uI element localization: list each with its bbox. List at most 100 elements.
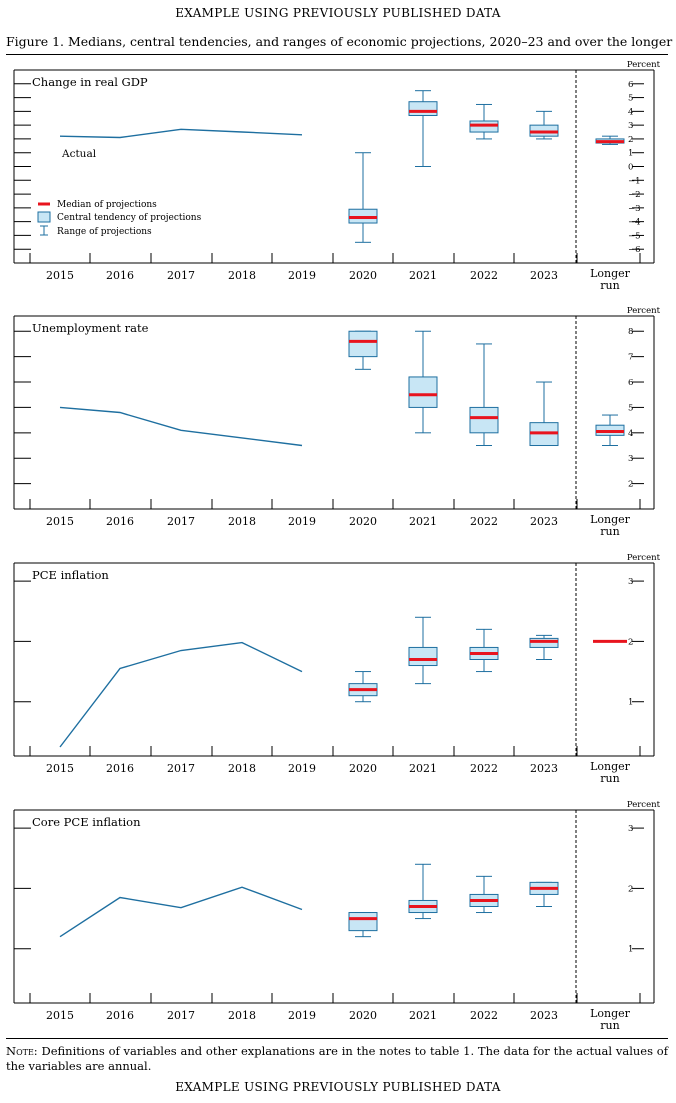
x-tick-label: 2020 (349, 762, 377, 775)
chart-svg: Percent Change in real GDP 6 5 4 3 2 1 0 −1 −2 −3 −4… (13, 60, 661, 292)
note-label: Note: (6, 1044, 38, 1058)
x-tick-label: 2021 (409, 762, 437, 775)
figure-note: Note: Definitions of variables and other… (6, 1044, 668, 1074)
projection-2021 (408, 90, 438, 167)
x-tick-label: 2015 (46, 1009, 74, 1022)
x-tick-label: 2021 (409, 269, 437, 282)
x-tick-label: 2018 (228, 1009, 256, 1022)
central-tendency-box (408, 646, 438, 667)
bottom-rule (6, 1038, 668, 1039)
x-tick-label: Longer (590, 1007, 631, 1020)
x-tick-label: 2018 (228, 762, 256, 775)
projection-2021 (408, 863, 438, 920)
chart-panel-pce-inflation: Percent PCE inflation 3 2 1 2015 2016 2017 2018 2… (0, 551, 676, 785)
central-tendency-box (408, 376, 438, 408)
projection-longer-run (595, 135, 625, 145)
central-tendency-box (348, 912, 378, 932)
x-tick-label: 2023 (530, 762, 558, 775)
x-tick-label: run (600, 525, 619, 536)
x-tick-label: 2020 (349, 1009, 377, 1022)
projection-2023 (529, 110, 559, 140)
y-tick-label: −6 (628, 245, 641, 255)
x-tick-label: 2022 (470, 269, 498, 282)
x-tick-label: 2018 (228, 515, 256, 528)
y-tick-label: 2 (628, 480, 633, 490)
projection-2022 (469, 103, 499, 140)
chart-panel-core-pce-inflation: Percent Core PCE inflation 3 2 1 2015 2016 2017… (0, 798, 676, 1032)
x-tick-label: 2016 (106, 515, 134, 528)
y-tick-label: 3 (628, 121, 633, 131)
projection-longer-run (595, 414, 625, 447)
y-tick-label: 6 (628, 80, 633, 90)
x-tick-label: 2015 (46, 762, 74, 775)
chart-svg: Percent Core PCE inflation 3 2 1 2015 2016 2017… (13, 800, 661, 1032)
x-tick-label: 2020 (349, 515, 377, 528)
legend: Median of projections Central tendency of… (37, 200, 202, 237)
x-tick-label: run (600, 772, 619, 783)
y-tick-label: 4 (628, 429, 633, 439)
x-tick-label: 2017 (167, 515, 195, 528)
x-tick-label: 2015 (46, 515, 74, 528)
x-tick-label: 2017 (167, 269, 195, 282)
x-tick-label: 2022 (470, 1009, 498, 1022)
note-text: Definitions of variables and other expla… (6, 1044, 668, 1073)
x-tick-label: 2021 (409, 1009, 437, 1022)
top-rule (6, 54, 668, 55)
figure-title: Figure 1. Medians, central tendencies, a… (6, 34, 676, 49)
x-tick-label: 2020 (349, 269, 377, 282)
y-tick-label: 7 (628, 353, 633, 363)
x-tick-label: 2022 (470, 515, 498, 528)
y-tick-label: 2 (628, 637, 633, 647)
x-tick-label: Longer (590, 760, 631, 773)
y-tick-label: 6 (628, 378, 633, 388)
projection-2022 (469, 875, 499, 914)
central-tendency-box (469, 406, 499, 434)
legend-range-label: Range of projections (57, 227, 152, 237)
chart-panel-real-gdp: Percent Change in real GDP 6 5 4 3 2 1 0 −1 −2 −3 −4… (0, 58, 676, 292)
legend-median-label: Median of projections (57, 200, 157, 210)
y-tick-label: 8 (628, 327, 633, 337)
y-tick-label: 3 (628, 577, 633, 587)
chart-svg: Percent PCE inflation 3 2 1 2015 2016 2017 2018 2… (13, 553, 661, 785)
unit-label: Percent (627, 60, 661, 70)
projection-2023 (529, 381, 559, 447)
x-tick-label: 2019 (288, 269, 316, 282)
x-tick-label: 2015 (46, 269, 74, 282)
unit-label: Percent (627, 306, 661, 316)
y-tick-label: 3 (628, 824, 633, 834)
actual-series-line (59, 641, 303, 748)
y-tick-label: 3 (628, 454, 633, 464)
chart-title: Unemployment rate (32, 321, 149, 335)
y-tick-label: 0 (628, 163, 633, 173)
unit-label: Percent (627, 800, 661, 810)
projection-2021 (408, 330, 438, 434)
x-tick-label: 2016 (106, 762, 134, 775)
legend-central-label: Central tendency of projections (57, 213, 202, 223)
central-tendency-box (529, 637, 559, 648)
x-tick-label: 2021 (409, 515, 437, 528)
projection-2020 (348, 330, 378, 370)
y-tick-label: 2 (628, 884, 633, 894)
projection-2023 (529, 881, 559, 907)
projection-2022 (469, 628, 499, 673)
projection-2023 (529, 634, 559, 660)
central-tendency-box (348, 330, 378, 358)
x-tick-label: 2016 (106, 1009, 134, 1022)
x-tick-label: Longer (590, 513, 631, 526)
chart-title: Change in real GDP (32, 75, 148, 89)
y-tick-label: 5 (628, 403, 633, 413)
x-tick-label: 2016 (106, 269, 134, 282)
x-tick-label: run (600, 1019, 619, 1030)
chart-panel-unemployment: Percent Unemployment rate 8 7 6 5 4 3 2 2015 2016 2… (0, 304, 676, 538)
legend-central-swatch (37, 211, 51, 223)
projection-2020 (348, 152, 378, 243)
y-tick-label: 1 (628, 698, 633, 708)
y-tick-label: −3 (628, 204, 641, 214)
unit-label: Percent (627, 553, 661, 563)
projection-2020 (348, 671, 378, 703)
chart-title: PCE inflation (32, 568, 109, 582)
y-tick-label: −1 (628, 176, 641, 186)
actual-series-line (59, 886, 303, 938)
page-footer: EXAMPLE USING PREVIOUSLY PUBLISHED DATA (175, 1080, 501, 1094)
x-tick-label: Longer (590, 267, 631, 280)
